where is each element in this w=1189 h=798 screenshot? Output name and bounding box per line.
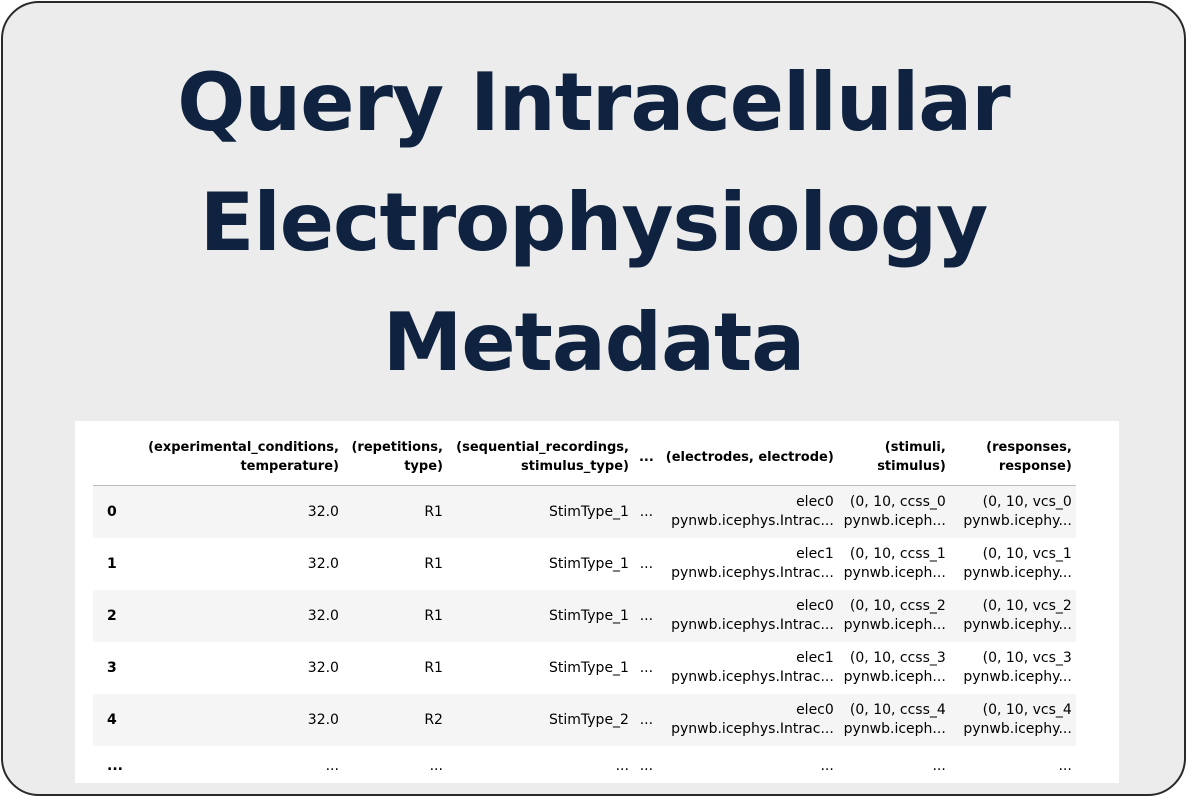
table-row: 4 32.0 R2 StimType_2 ... elec0 pynwb.icep…	[93, 694, 1076, 746]
cell-response: (0, 10, vcs_0 pynwb.icephy...	[949, 485, 1076, 538]
cell-stimulus-type: StimType_1	[446, 485, 633, 538]
cell-electrode: elec0 pynwb.icephys.Intrac...	[659, 590, 838, 642]
cell-electrode: elec0 pynwb.icephys.Intrac...	[659, 485, 838, 538]
row-index: 1	[107, 555, 117, 572]
cell-ellipsis: ...	[639, 659, 654, 676]
cell-ellipsis: ...	[632, 485, 660, 538]
cell-electrode: elec1 pynwb.icephys.Intrac...	[671, 650, 834, 685]
cell-temperature: 32.0	[307, 659, 339, 676]
table-header-row: (experimental_conditions, temperature) (r…	[93, 429, 1076, 486]
cell-ellipsis: ...	[639, 555, 654, 572]
cell-type: R1	[342, 590, 447, 642]
cell-type: R1	[424, 659, 443, 676]
header-stimulus-type: (sequential_recordings, stimulus_type)	[446, 429, 633, 486]
cell-temperature: 32.0	[126, 694, 343, 746]
title-line-2: Electrophysiology	[199, 176, 989, 269]
header-index	[93, 429, 127, 486]
header-response: (responses, response)	[949, 429, 1076, 486]
title-line-3: Metadata	[382, 296, 806, 389]
cell-ellipsis: ...	[632, 590, 660, 642]
row-index: 4	[93, 694, 127, 746]
metadata-table: (experimental_conditions, temperature) (r…	[93, 429, 1076, 783]
table-row: 1 32.0 R1 StimType_1 ... elec1 pynwb.icep…	[93, 538, 1076, 590]
ellipsis-cell: ...	[429, 757, 443, 774]
table-ellipsis-row: ... ... ... ... ... ... ... ...	[93, 746, 1076, 783]
header-electrode: (electrodes, electrode)	[659, 429, 838, 486]
cell-response: (0, 10, vcs_1 pynwb.icephy...	[963, 546, 1072, 581]
cell-electrode: elec0 pynwb.icephys.Intrac...	[659, 694, 838, 746]
ellipsis-cell: ...	[932, 757, 946, 774]
header-type: (repetitions, type)	[342, 429, 447, 486]
ellipsis-cell: ...	[325, 757, 339, 774]
header-ellipsis: ...	[632, 429, 660, 486]
row-index: 3	[107, 659, 117, 676]
header-stimulus: (stimuli, stimulus)	[837, 429, 950, 486]
cell-stimulus: (0, 10, ccss_0 pynwb.iceph...	[837, 485, 950, 538]
cell-temperature: 32.0	[126, 485, 343, 538]
table-row: 3 32.0 R1 StimType_1 ... elec1 pynwb.icep…	[93, 642, 1076, 694]
cell-type: R1	[342, 485, 447, 538]
cell-type: R2	[342, 694, 447, 746]
cell-stimulus-type: StimType_1	[549, 555, 629, 572]
cell-electrode: elec1 pynwb.icephys.Intrac...	[671, 546, 834, 581]
cell-stimulus-type: StimType_1	[446, 590, 633, 642]
title-line-1: Query Intracellular	[177, 56, 1010, 149]
cell-response: (0, 10, vcs_4 pynwb.icephy...	[949, 694, 1076, 746]
cell-response: (0, 10, vcs_3 pynwb.icephy...	[963, 650, 1072, 685]
ellipsis-cell: ...	[639, 757, 654, 774]
slide-title: Query Intracellular Electrophysiology Me…	[3, 43, 1184, 403]
ellipsis-cell: ...	[615, 757, 629, 774]
header-temperature: (experimental_conditions, temperature)	[126, 429, 343, 486]
table-row: 2 32.0 R1 StimType_1 ... elec0 pynwb.icep…	[93, 590, 1076, 642]
ellipsis-cell: ...	[1058, 757, 1072, 774]
ellipsis-cell: ...	[820, 757, 834, 774]
cell-temperature: 32.0	[307, 555, 339, 572]
cell-response: (0, 10, vcs_2 pynwb.icephy...	[949, 590, 1076, 642]
cell-stimulus-type: StimType_2	[446, 694, 633, 746]
cell-ellipsis: ...	[632, 694, 660, 746]
cell-stimulus: (0, 10, ccss_3 pynwb.iceph...	[843, 650, 946, 685]
cell-stimulus: (0, 10, ccss_1 pynwb.iceph...	[843, 546, 946, 581]
table-row: 0 32.0 R1 StimType_1 ... elec0 pynwb.icep…	[93, 485, 1076, 538]
row-index: 0	[93, 485, 127, 538]
row-index: 2	[93, 590, 127, 642]
cell-stimulus: (0, 10, ccss_4 pynwb.iceph...	[837, 694, 950, 746]
ellipsis-cell: ...	[107, 757, 123, 774]
cell-type: R1	[424, 555, 443, 572]
dataframe-output: (experimental_conditions, temperature) (r…	[75, 421, 1119, 783]
cell-stimulus-type: StimType_1	[549, 659, 629, 676]
cell-stimulus: (0, 10, ccss_2 pynwb.iceph...	[837, 590, 950, 642]
cell-temperature: 32.0	[126, 590, 343, 642]
